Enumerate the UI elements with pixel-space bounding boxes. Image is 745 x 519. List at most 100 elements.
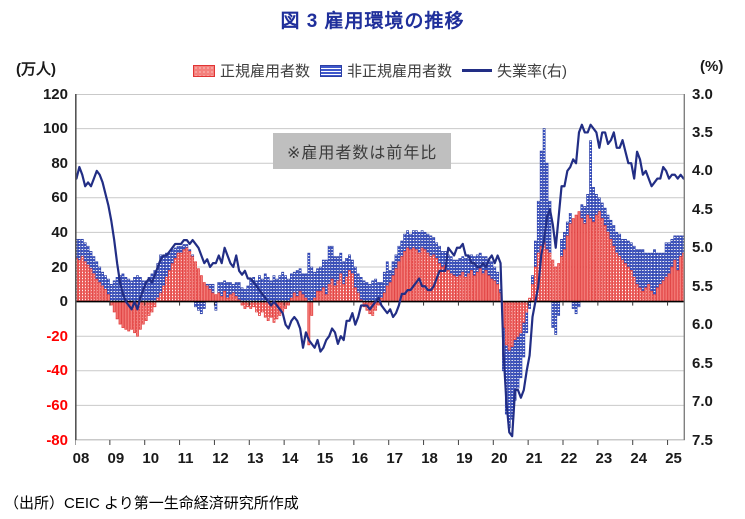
regular-bar (560, 256, 563, 302)
x-axis-tick-label: 24 (630, 450, 648, 467)
x-axis-tick-label: 21 (525, 450, 543, 467)
non-regular-bar (107, 278, 110, 296)
legend-label-unemployment: 失業率(右) (497, 63, 568, 80)
non-regular-bar (461, 256, 465, 273)
non-regular-bar (342, 261, 346, 285)
non-regular-bar (362, 280, 366, 302)
non-regular-bar (632, 245, 636, 278)
non-regular-bar (545, 162, 549, 251)
regular-bar (391, 275, 395, 302)
x-axis-tick-label: 17 (386, 450, 404, 467)
non-regular-bar (292, 271, 296, 294)
non-regular-bar (220, 282, 224, 297)
regular-bar (597, 211, 601, 302)
regular-bar (420, 247, 424, 302)
non-regular-bar (534, 240, 537, 268)
x-axis-tick-label: 11 (177, 450, 194, 467)
source-caption: （出所）CEIC より第一生命経済研究所作成 (4, 495, 299, 512)
non-regular-bar (592, 187, 595, 223)
non-regular-bar (385, 261, 389, 287)
regular-bar (353, 287, 357, 302)
non-regular-bar (336, 256, 340, 282)
regular-bar (260, 301, 264, 313)
regular-bar (211, 292, 215, 302)
non-regular-bar (240, 287, 244, 302)
regular-bar (319, 290, 322, 302)
non-regular-bar (560, 238, 563, 257)
non-regular-bar (115, 277, 119, 302)
regular-bar (284, 301, 287, 309)
non-regular-bar (432, 237, 436, 256)
regular-bar (205, 285, 209, 302)
regular-bar (327, 283, 331, 302)
non-regular-bar (281, 271, 285, 302)
non-regular-bar (615, 232, 619, 254)
regular-bar (429, 256, 433, 302)
x-axis-tick-label: 23 (595, 450, 613, 467)
regular-bar (676, 270, 680, 302)
non-regular-bar (290, 273, 293, 299)
regular-bar (461, 271, 465, 302)
regular-bar (632, 277, 636, 302)
x-axis-tick-label: 14 (281, 450, 299, 467)
non-regular-bar (589, 140, 592, 219)
legend-item-non-regular: 非正規雇用者数 (320, 60, 452, 81)
left-axis-unit: (万人) (16, 61, 56, 78)
unemployment-line (75, 123, 685, 438)
non-regular-bar (406, 230, 409, 249)
regular-bar (548, 252, 552, 302)
non-regular-bar (629, 242, 633, 271)
regular-bar (629, 270, 633, 302)
regular-bar (612, 245, 616, 302)
regular-bar (545, 249, 549, 302)
non-regular-bar (351, 259, 354, 275)
regular-bar (496, 283, 500, 302)
regular-bar (188, 251, 192, 302)
non-regular-bar (493, 266, 497, 282)
regular-bar (159, 292, 163, 302)
regular-bar (667, 273, 671, 302)
right-axis-tick-label: 7.5 (692, 431, 713, 449)
regular-bar (417, 252, 421, 302)
non-regular-bar (426, 233, 430, 254)
regular-bar (438, 263, 441, 302)
non-regular-bar (365, 282, 369, 302)
regular-bar (321, 287, 325, 302)
non-regular-bar (391, 261, 395, 276)
non-regular-bar (452, 259, 456, 277)
non-regular-bar (551, 301, 555, 328)
regular-bar (592, 221, 595, 302)
x-axis-tick-label: 13 (246, 450, 264, 467)
non-regular-bar (374, 278, 378, 302)
non-regular-bar (388, 270, 392, 283)
regular-bar (118, 301, 122, 325)
regular-bar (542, 242, 546, 302)
non-regular-bar (371, 280, 375, 302)
regular-bar (80, 256, 84, 302)
non-regular-bar (568, 213, 572, 225)
regular-bar (95, 278, 99, 302)
regular-bar (554, 266, 558, 302)
non-regular-bar (348, 254, 351, 271)
non-regular-bar (409, 233, 412, 251)
regular-bar (484, 270, 488, 302)
non-regular-bar (621, 238, 624, 261)
non-regular-bar (565, 221, 569, 237)
non-regular-bar (455, 259, 459, 278)
right-axis-tick-label: 6.5 (692, 354, 713, 372)
non-regular-bar (574, 301, 578, 315)
left-axis-tick-label: -40 (46, 362, 68, 380)
non-regular-bar (414, 230, 418, 251)
non-regular-bar (339, 252, 343, 275)
non-regular-bar (165, 252, 168, 278)
non-regular-bar (394, 254, 398, 270)
regular-bar (626, 266, 630, 302)
non-regular-bar (83, 242, 87, 263)
regular-bar (104, 289, 107, 302)
non-regular-bar (330, 245, 334, 280)
regular-bar (513, 301, 517, 341)
non-regular-bar (217, 282, 221, 294)
left-axis-tick-label: 100 (42, 120, 68, 138)
non-regular-bar (295, 270, 299, 297)
